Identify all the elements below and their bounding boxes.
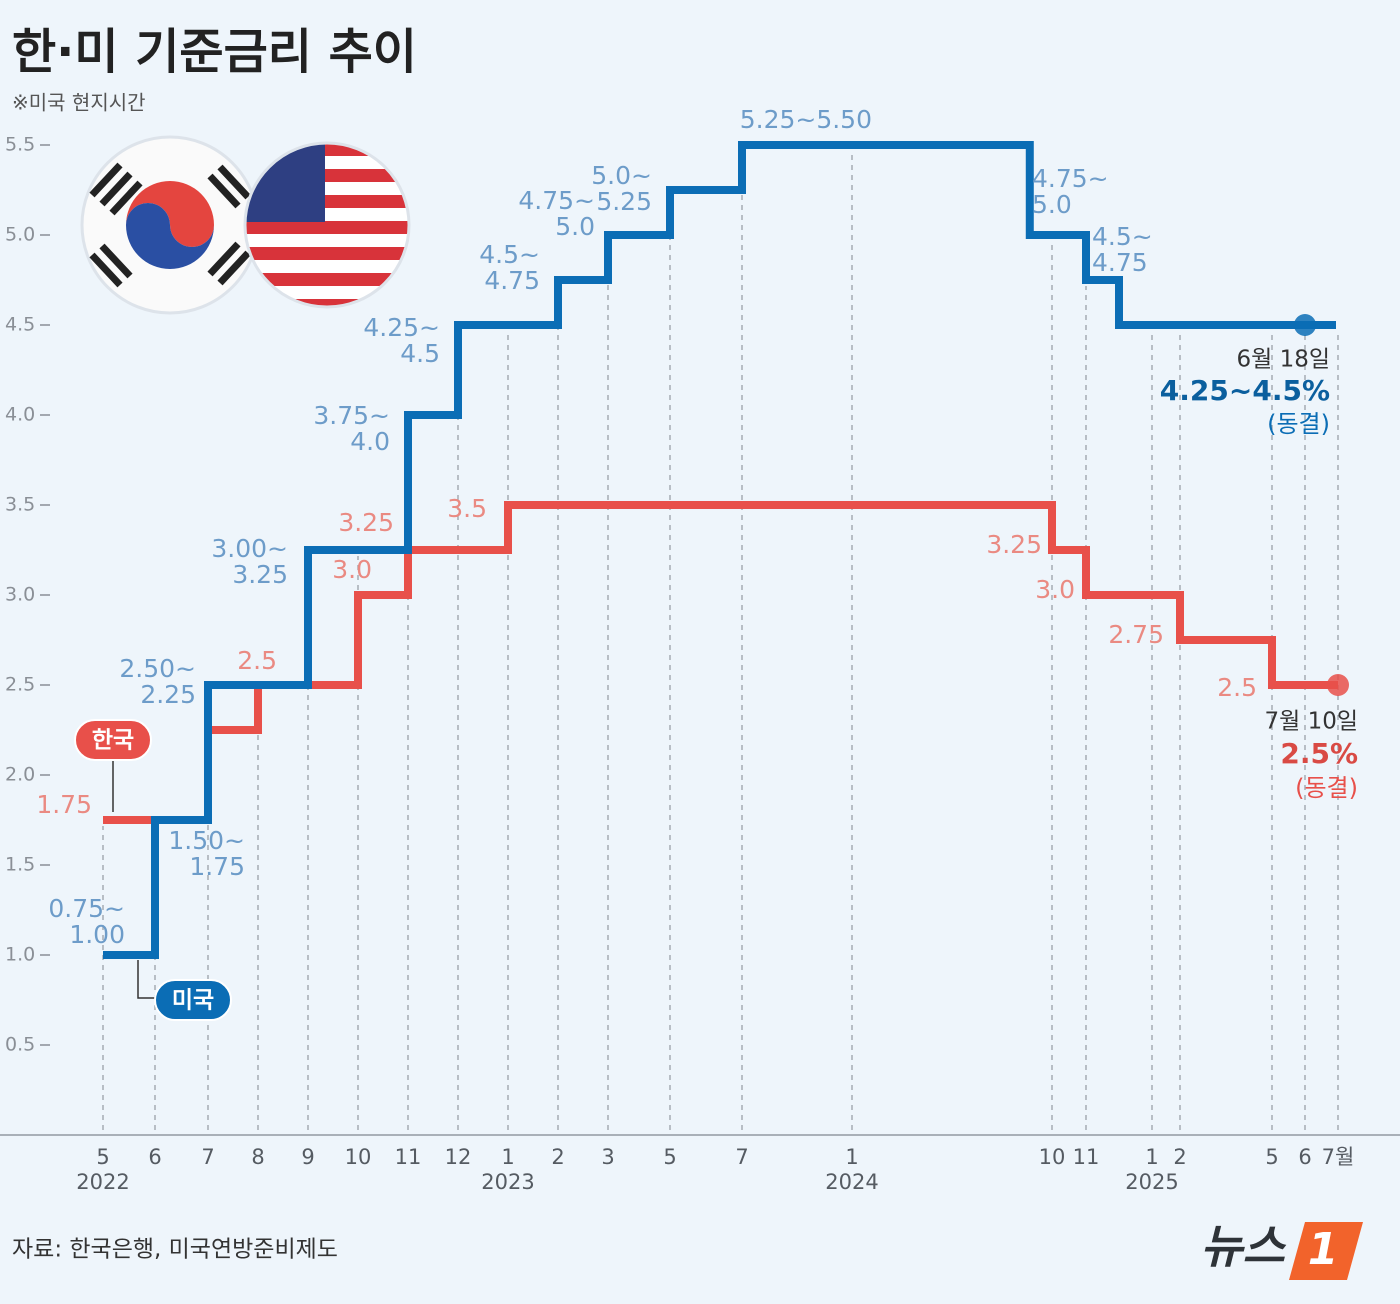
x-tick-label: 9: [301, 1145, 314, 1169]
value-label: 2.5: [237, 646, 277, 675]
x-tick-label: 1: [1145, 1145, 1158, 1169]
value-label: 5.0: [1032, 190, 1072, 219]
x-tick-label: 6: [1298, 1145, 1311, 1169]
x-year-label: 2023: [481, 1170, 534, 1194]
step-line: [103, 141, 1336, 959]
y-tick-label: 1.0: [5, 944, 35, 966]
x-tick-label: 2: [1173, 1145, 1186, 1169]
x-tick-label: 1: [501, 1145, 514, 1169]
legend-badge: [154, 979, 232, 1021]
value-label: 2.50~: [119, 654, 196, 683]
korea-flag: [80, 135, 260, 315]
x-tick-label: 7: [735, 1145, 748, 1169]
end-note: (동결): [1267, 410, 1330, 438]
y-tick-label: 5.0: [5, 224, 35, 246]
y-tick-label: 4.0: [5, 404, 35, 426]
value-label: 4.75~: [1032, 164, 1109, 193]
y-tick-label: 1.5: [5, 854, 35, 876]
value-label: 3.0: [332, 555, 372, 584]
value-label: 2.75: [1108, 620, 1164, 649]
chart-title: 한·미 기준금리 추이: [12, 24, 417, 80]
value-label: 1.00: [69, 920, 125, 949]
x-year-label: 2024: [825, 1170, 878, 1194]
step-line: [103, 501, 1338, 824]
end-dot: [1327, 674, 1349, 696]
legend-label: 한국: [92, 728, 134, 754]
subtitle: ※미국 현지시간: [12, 91, 146, 115]
legend-badge: [74, 719, 152, 761]
x-tick-label: 5: [1265, 1145, 1278, 1169]
x-year-label: 2022: [76, 1170, 129, 1194]
end-note: 7월 10일: [1264, 709, 1358, 735]
us-flag: [243, 141, 411, 309]
value-label: 0.75~: [48, 894, 125, 923]
end-note: 6월 18일: [1236, 347, 1330, 373]
value-label: 1.75: [36, 790, 92, 819]
value-label: 3.25: [986, 530, 1042, 559]
value-label: 3.75~: [313, 401, 390, 430]
end-dot: [1294, 314, 1316, 336]
value-label: 3.25: [338, 508, 394, 537]
brand-mark: 1: [1308, 1224, 1339, 1275]
x-tick-label: 7: [201, 1145, 214, 1169]
value-label: 4.75: [484, 266, 540, 295]
y-tick-label: 2.5: [5, 674, 35, 696]
legend-link: [137, 960, 155, 999]
x-tick-label: 7월: [1322, 1145, 1355, 1169]
x-tick-label: 3: [601, 1145, 614, 1169]
value-label: 5.25: [596, 187, 652, 216]
source: 자료: 한국은행, 미국연방준비제도: [12, 1237, 338, 1263]
x-tick-label: 10: [1039, 1145, 1066, 1169]
end-note: (동결): [1295, 774, 1358, 802]
legend-label: 미국: [172, 988, 214, 1014]
y-tick-label: 4.5: [5, 314, 35, 336]
value-label: 1.75: [189, 852, 245, 881]
x-tick-label: 2: [551, 1145, 564, 1169]
x-tick-label: 5: [96, 1145, 109, 1169]
x-tick-label: 6: [148, 1145, 161, 1169]
value-label: 4.0: [350, 427, 390, 456]
y-tick-label: 3.5: [5, 494, 35, 516]
value-label: 4.75~: [518, 186, 595, 215]
end-note: 4.25~4.5%: [1160, 374, 1330, 407]
end-note: 2.5%: [1280, 737, 1358, 770]
x-tick-label: 12: [445, 1145, 472, 1169]
value-label: 5.25~5.50: [740, 105, 872, 134]
value-label: 4.5~: [479, 240, 540, 269]
x-tick-label: 8: [251, 1145, 264, 1169]
value-label: 3.25: [232, 560, 288, 589]
value-label: 5.0: [555, 212, 595, 241]
x-tick-label: 10: [345, 1145, 372, 1169]
x-tick-label: 11: [1073, 1145, 1100, 1169]
value-label: 2.25: [140, 680, 196, 709]
value-label: 2.5: [1217, 673, 1257, 702]
value-label: 1.50~: [168, 826, 245, 855]
y-tick-label: 3.0: [5, 584, 35, 606]
value-label: 4.25~: [363, 313, 440, 342]
y-tick-label: 5.5: [5, 134, 35, 156]
brand-text: 뉴스: [1200, 1220, 1286, 1274]
value-label: 5.0~: [591, 161, 652, 190]
y-tick-label: 0.5: [5, 1034, 35, 1056]
brand-mark-bg: [1289, 1222, 1363, 1280]
value-label: 4.75: [1092, 248, 1148, 277]
value-label: 3.0: [1035, 575, 1075, 604]
value-label: 3.00~: [211, 534, 288, 563]
value-label: 4.5: [400, 339, 440, 368]
x-tick-label: 11: [395, 1145, 422, 1169]
value-label: 3.5: [447, 494, 487, 523]
x-tick-label: 1: [845, 1145, 858, 1169]
y-tick-label: 2.0: [5, 764, 35, 786]
x-year-label: 2025: [1125, 1170, 1178, 1194]
x-tick-label: 5: [663, 1145, 676, 1169]
value-label: 4.5~: [1092, 222, 1153, 251]
